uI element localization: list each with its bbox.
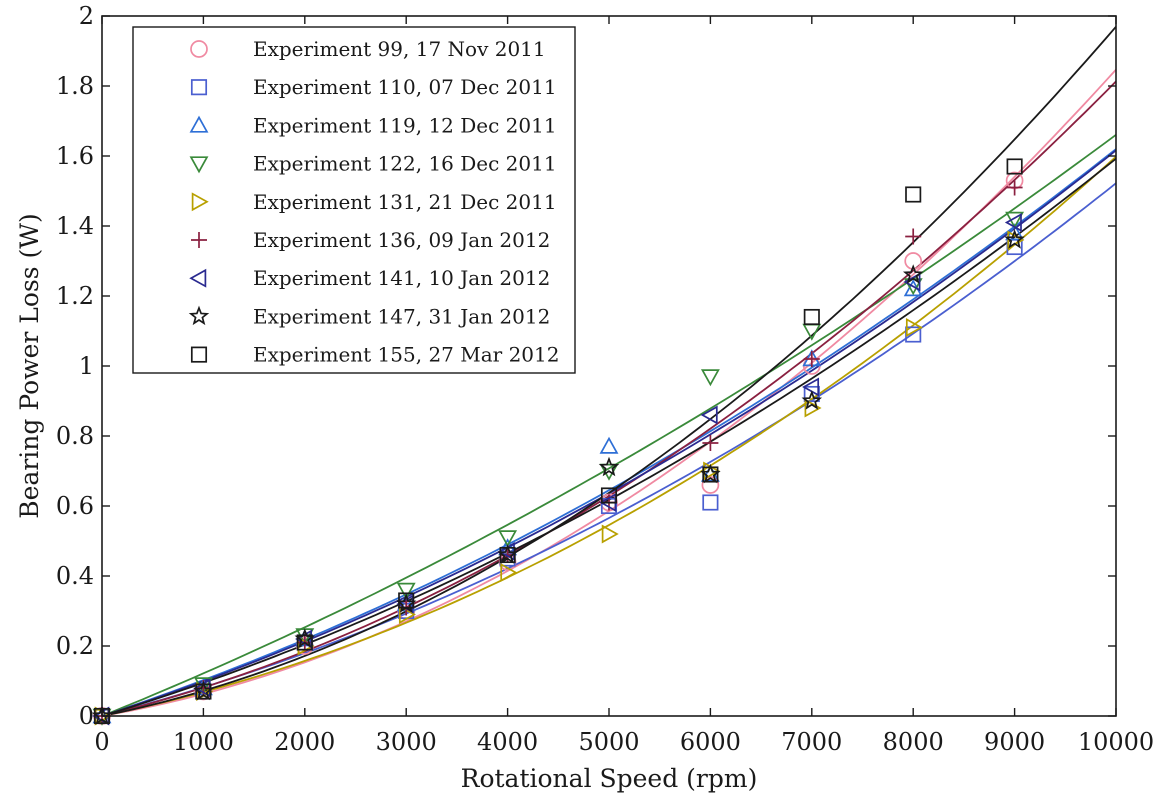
legend-marker bbox=[190, 79, 208, 96]
x-tick-label: 9000 bbox=[984, 728, 1045, 756]
data-point bbox=[296, 634, 313, 651]
y-tick-label: 1.6 bbox=[56, 142, 94, 170]
data-point bbox=[1006, 158, 1023, 175]
data-point bbox=[1006, 179, 1023, 196]
x-tick-label: 3000 bbox=[376, 728, 437, 756]
x-tick-label: 0 bbox=[94, 728, 109, 756]
data-point bbox=[599, 436, 619, 454]
data-point bbox=[1004, 229, 1025, 249]
fit-curve bbox=[101, 26, 1117, 717]
x-tick-label: 5000 bbox=[578, 728, 639, 756]
data-point bbox=[700, 369, 720, 387]
x-tick-label: 1000 bbox=[173, 728, 234, 756]
data-point bbox=[701, 476, 720, 494]
x-tick-label: 8000 bbox=[883, 728, 944, 756]
legend-marker bbox=[191, 232, 207, 248]
x-tick-label: 2000 bbox=[274, 728, 335, 756]
data-point bbox=[499, 546, 516, 564]
y-tick-label: 0 bbox=[79, 702, 94, 730]
legend-entry: Experiment 141, 10 Jan 2012 bbox=[253, 266, 550, 290]
legend-entry: Experiment 119, 12 Dec 2011 bbox=[253, 113, 557, 137]
legend-entry: Experiment 99, 17 Nov 2011 bbox=[253, 37, 546, 61]
y-tick-label: 1.4 bbox=[56, 212, 94, 240]
data-point bbox=[902, 264, 924, 284]
x-tick-label: 4000 bbox=[477, 728, 538, 756]
x-axis-label: Rotational Speed (rpm) bbox=[461, 764, 758, 793]
legend-entry: Experiment 131, 21 Dec 2011 bbox=[253, 190, 557, 214]
data-point bbox=[700, 405, 718, 425]
legend-entry: Experiment 155, 27 Mar 2012 bbox=[253, 343, 559, 367]
legend: Experiment 99, 17 Nov 2011 Experiment 110… bbox=[132, 26, 576, 374]
legend-marker bbox=[191, 192, 209, 212]
legend-marker bbox=[190, 40, 208, 58]
legend-marker bbox=[190, 346, 208, 363]
y-axis-label: Bearing Power Loss (W) bbox=[15, 213, 44, 518]
data-point bbox=[803, 308, 820, 326]
data-point bbox=[91, 705, 113, 725]
data-point bbox=[500, 563, 518, 582]
y-tick-label: 1 bbox=[79, 352, 94, 380]
y-tick-label: 1.2 bbox=[56, 282, 94, 310]
data-point bbox=[801, 390, 823, 410]
legend-entry: Experiment 122, 16 Dec 2011 bbox=[253, 152, 557, 176]
data-point bbox=[398, 592, 415, 609]
data-point bbox=[498, 530, 518, 548]
x-tick-label: 6000 bbox=[680, 728, 741, 756]
data-point bbox=[905, 186, 922, 203]
y-tick-label: 0.4 bbox=[56, 562, 94, 590]
y-tick-label: 0.2 bbox=[56, 632, 94, 660]
x-axis: 0 1000 2000 3000 4000 5000 6000 7000 8000 9000 100… bbox=[94, 16, 1154, 756]
data-point bbox=[905, 228, 922, 245]
data-point bbox=[903, 272, 921, 292]
y-tick-label: 2 bbox=[79, 2, 94, 30]
fit-curve bbox=[101, 148, 1117, 717]
legend-marker bbox=[189, 115, 209, 133]
y-tick-label: 0.6 bbox=[56, 492, 94, 520]
data-point bbox=[702, 435, 719, 451]
data-point bbox=[598, 456, 620, 477]
legend-entry: Experiment 147, 31 Jan 2012 bbox=[253, 304, 550, 328]
data-point bbox=[803, 351, 820, 367]
y-tick-label: 0.8 bbox=[56, 422, 94, 450]
data-point bbox=[1004, 213, 1022, 232]
y-tick-label: 1.8 bbox=[56, 72, 94, 100]
data-point bbox=[601, 524, 619, 544]
data-point bbox=[193, 680, 214, 701]
data-point bbox=[804, 398, 822, 418]
data-point bbox=[702, 466, 719, 483]
fit-curve bbox=[101, 156, 1117, 717]
data-point bbox=[700, 463, 721, 484]
data-point bbox=[905, 318, 923, 337]
data-point bbox=[396, 582, 416, 600]
legend-entry: Experiment 110, 07 Dec 2011 bbox=[253, 75, 557, 99]
legend-marker bbox=[188, 305, 210, 326]
legend-entry: Experiment 136, 09 Jan 2012 bbox=[253, 228, 550, 252]
legend-marker bbox=[189, 268, 207, 288]
x-tick-label: 10000 bbox=[1078, 728, 1154, 756]
data-point bbox=[702, 494, 719, 511]
fit-curve bbox=[101, 134, 1117, 717]
data-point bbox=[904, 252, 923, 270]
data-point bbox=[600, 487, 618, 504]
data-point bbox=[195, 683, 212, 700]
x-tick-label: 7000 bbox=[781, 728, 842, 756]
data-point bbox=[497, 544, 518, 564]
data-point bbox=[294, 628, 316, 648]
data-point bbox=[1005, 223, 1025, 241]
legend-marker bbox=[189, 156, 209, 174]
y-axis: 0 0.2 0.4 0.6 0.8 1 1.2 1.4 1.6 1.8 2 bbox=[56, 2, 1116, 730]
data-point bbox=[802, 377, 820, 397]
